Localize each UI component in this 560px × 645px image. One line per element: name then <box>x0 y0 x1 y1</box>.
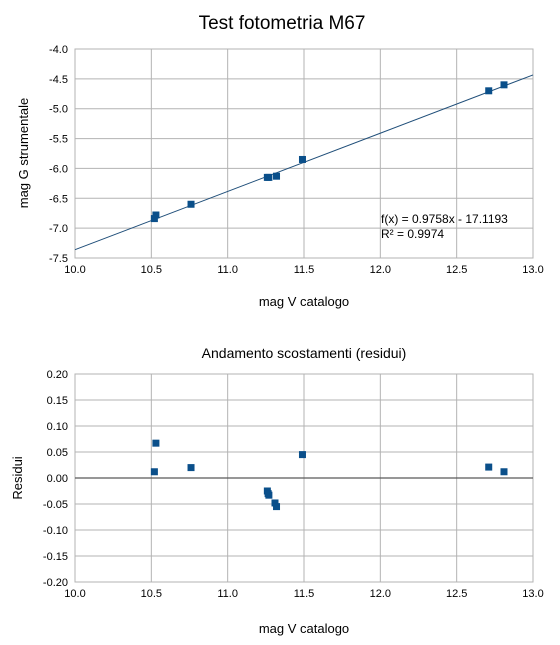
y-tick-label: -0.20 <box>43 577 68 589</box>
y-tick-label: -6.5 <box>49 193 68 205</box>
y-tick-label: -0.10 <box>43 525 68 537</box>
data-point <box>152 211 160 219</box>
chart1-title: Test fotometria M67 <box>199 13 366 34</box>
chart1-x-tick-labels: 10.0 10.5 11.0 11.5 12.0 12.5 13.0 <box>64 264 543 276</box>
chart1-y-tick-labels: -4.0 -4.5 -5.0 -5.5 -6.0 -6.5 -7.0 -7.5 <box>49 44 68 265</box>
chart2-y-axis-label: Residui <box>10 456 25 499</box>
data-point <box>187 464 195 472</box>
x-tick-label: 13.0 <box>522 588 543 600</box>
x-tick-label: 10.0 <box>64 264 85 276</box>
x-tick-label: 11.5 <box>294 588 315 600</box>
y-tick-label: -4.5 <box>49 74 68 86</box>
x-tick-label: 13.0 <box>522 264 543 276</box>
data-point <box>150 215 158 223</box>
x-tick-label: 10.0 <box>64 588 85 600</box>
chart1-points <box>150 81 508 223</box>
data-point <box>298 155 306 163</box>
x-tick-label: 10.5 <box>141 588 162 600</box>
data-point <box>485 463 493 471</box>
y-tick-label: -0.05 <box>43 499 68 511</box>
data-point <box>298 451 306 459</box>
chart1-plot-area <box>74 48 534 259</box>
y-tick-label: 0.10 <box>47 421 68 433</box>
chart2-points <box>150 439 508 511</box>
y-tick-label: -5.0 <box>49 104 68 116</box>
data-point <box>265 491 273 499</box>
x-tick-label: 12.5 <box>446 588 467 600</box>
data-point <box>265 173 273 181</box>
data-point <box>273 503 281 511</box>
data-point <box>500 468 508 476</box>
chart1-x-axis-label: mag V catalogo <box>259 294 349 309</box>
x-tick-label: 11.0 <box>217 588 238 600</box>
data-point <box>187 200 195 208</box>
y-tick-label: -7.0 <box>49 223 68 235</box>
y-tick-label: -5.5 <box>49 134 68 146</box>
x-tick-label: 11.5 <box>294 264 315 276</box>
y-tick-label: 0.00 <box>47 473 68 485</box>
y-tick-label: -7.5 <box>49 253 68 265</box>
y-tick-label: 0.20 <box>47 369 68 381</box>
data-point <box>152 439 160 447</box>
x-tick-label: 12.5 <box>446 264 467 276</box>
chart2-title: Andamento scostamenti (residui) <box>202 345 407 361</box>
y-tick-label: 0.05 <box>47 447 68 459</box>
chart1-r-squared: R² = 0.9974 <box>381 227 444 241</box>
y-tick-label: -0.15 <box>43 551 68 563</box>
x-tick-label: 10.5 <box>141 264 162 276</box>
data-point <box>273 172 281 180</box>
chart2-x-axis-label: mag V catalogo <box>259 621 349 636</box>
data-point <box>485 87 493 95</box>
chart1-trend-equation: f(x) = 0.9758x - 17.1193 <box>381 212 508 226</box>
data-point <box>500 81 508 89</box>
x-tick-label: 11.0 <box>217 264 238 276</box>
x-tick-label: 12.0 <box>370 588 391 600</box>
x-tick-label: 12.0 <box>370 264 391 276</box>
chart1-y-axis-label: mag G strumentale <box>16 98 31 209</box>
y-tick-label: 0.15 <box>47 395 68 407</box>
y-tick-label: -6.0 <box>49 163 68 175</box>
chart2-y-tick-labels: 0.20 0.15 0.10 0.05 0.00 -0.05 -0.10 -0.15 -0.20 <box>43 369 68 589</box>
chart1-gridlines <box>74 48 534 259</box>
chart2-x-tick-labels: 10.0 10.5 11.0 11.5 12.0 12.5 13.0 <box>64 588 543 600</box>
y-tick-label: -4.0 <box>49 44 68 56</box>
data-point <box>150 468 158 476</box>
data-point <box>271 499 279 507</box>
